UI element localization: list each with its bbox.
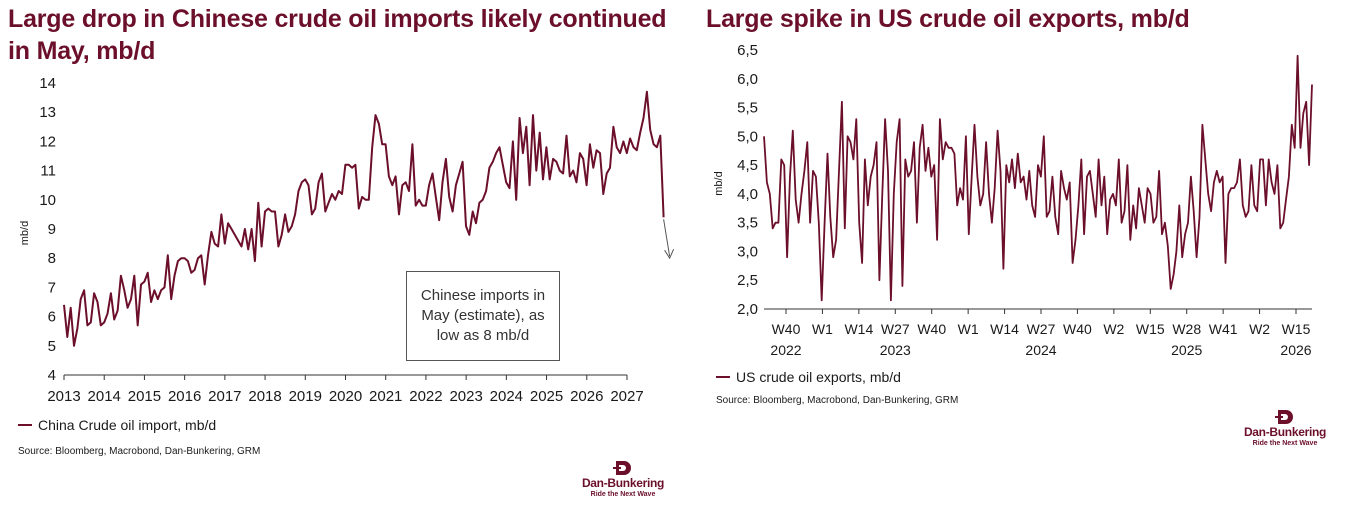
y-tick-label: 5 [48,338,56,355]
x-tick-label: 2020 [329,388,362,405]
x-tick-label: 2021 [369,388,402,405]
x-tick-label: 2018 [248,388,281,405]
logo-icon [1275,410,1293,424]
us-chart-title: Large spike in US crude oil exports, mb/… [706,5,1190,33]
y-axis-label: mb/d [19,221,31,245]
source-note: Source: Bloomberg, Macrobond, Dan-Bunker… [716,395,959,406]
x-tick-label: W40 [772,321,801,337]
logo-tagline: Ride the Next Wave [1252,440,1318,447]
x-tick-year-label: 2024 [1025,342,1056,358]
x-tick-label: W28 [1172,321,1201,337]
logo-icon [613,461,631,475]
projection-arrow-head [664,248,675,260]
x-tick-label: 2014 [88,388,121,405]
x-tick-label: 2024 [490,388,523,405]
x-tick-label: W2 [1103,321,1124,337]
chart-annotation-box: Chinese imports in May (estimate), as lo… [406,271,560,361]
china-imports-chart: 4 5 6 7 8 9 10 11 12 13 14 2013 2014 2015 2016 2017 2018… [19,75,675,405]
y-tick-label: 13 [39,104,56,121]
annotation-text: Chinese imports in May (estimate), as lo… [420,287,546,344]
y-tick-label: 6 [48,309,56,326]
legend-swatch [716,376,730,378]
us-legend: US crude oil exports, mb/d [716,369,901,385]
x-tick-year-label: 2023 [880,342,911,358]
y-tick-label: 9 [48,221,56,238]
x-tick-label: W14 [844,321,873,337]
x-tick-label: 2027 [610,388,643,405]
logo-name: Dan-Bunkering [581,476,665,490]
x-tick-year-label: 2025 [1171,342,1202,358]
x-tick-label: W27 [881,321,910,337]
dan-bunkering-logo: Dan-Bunkering Ride the Next Wave [1230,408,1340,448]
y-axis-label: mb/d [713,171,725,195]
projection-arrow-line [663,219,671,257]
y-tick-label: 4 [48,367,56,384]
us-exports-chart: 2,0 2,5 3,0 3,5 4,0 4,5 5,0 5,5 6,0 6,5 W40 2022 W1 W… [713,42,1313,358]
y-tick-label: 6,0 [737,71,758,88]
x-tick-label: W40 [917,321,946,337]
x-tick-year-label: 2026 [1280,342,1311,358]
x-tick-label: W2 [1249,321,1270,337]
x-tick-label: 2013 [47,388,80,405]
legend-label: China Crude oil import, mb/d [38,417,217,433]
y-tick-label: 5,5 [737,100,758,117]
y-tick-label: 14 [39,75,56,92]
y-tick-label: 4,5 [737,157,758,174]
logo-name: Dan-Bunkering [1243,425,1327,439]
x-tick-label: W14 [990,321,1019,337]
x-tick-label: W27 [1027,321,1056,337]
source-note: Source: Bloomberg, Macrobond, Dan-Bunker… [18,446,261,457]
y-tick-label: 4,0 [737,186,758,203]
x-tick-label: 2016 [168,388,201,405]
y-tick-label: 11 [40,163,56,180]
x-tick-label: 2017 [208,388,241,405]
y-tick-label: 2,0 [737,301,758,318]
x-tick-label: 2023 [449,388,482,405]
china-chart-title: Large drop in Chinese crude oil imports … [8,5,667,65]
y-tick-label: 5,0 [737,128,758,145]
y-tick-label: 3,5 [737,215,758,232]
y-tick-label: 3,0 [737,243,758,260]
x-tick-label: 2025 [530,388,563,405]
y-tick-label: 10 [39,192,56,209]
china-legend: China Crude oil import, mb/d [18,417,216,433]
x-tick-year-label: 2022 [770,342,801,358]
y-tick-label: 2,5 [737,272,758,289]
x-tick-label: 2022 [409,388,442,405]
x-tick-label: W1 [812,321,833,337]
dan-bunkering-logo: Dan-Bunkering Ride the Next Wave [568,459,678,499]
y-tick-label: 7 [48,279,56,296]
y-tick-label: 8 [48,250,56,267]
x-tick-label: W15 [1136,321,1165,337]
legend-label: US crude oil exports, mb/d [736,369,901,385]
x-tick-label: 2026 [570,388,603,405]
x-tick-label: 2015 [128,388,161,405]
legend-swatch [18,424,32,426]
y-tick-label: 6,5 [737,42,758,59]
x-tick-label: W41 [1209,321,1238,337]
us-exports-panel: Large spike in US crude oil exports, mb/… [700,0,1346,506]
y-tick-label: 12 [39,133,56,150]
logo-tagline: Ride the Next Wave [590,491,656,498]
x-tick-label: 2019 [289,388,322,405]
china-imports-line [63,90,665,347]
china-imports-panel: Large drop in Chinese crude oil imports … [8,5,678,499]
us-exports-line [763,54,1313,302]
x-tick-label: W40 [1063,321,1092,337]
x-tick-label: W1 [958,321,979,337]
x-tick-label: W15 [1282,321,1311,337]
